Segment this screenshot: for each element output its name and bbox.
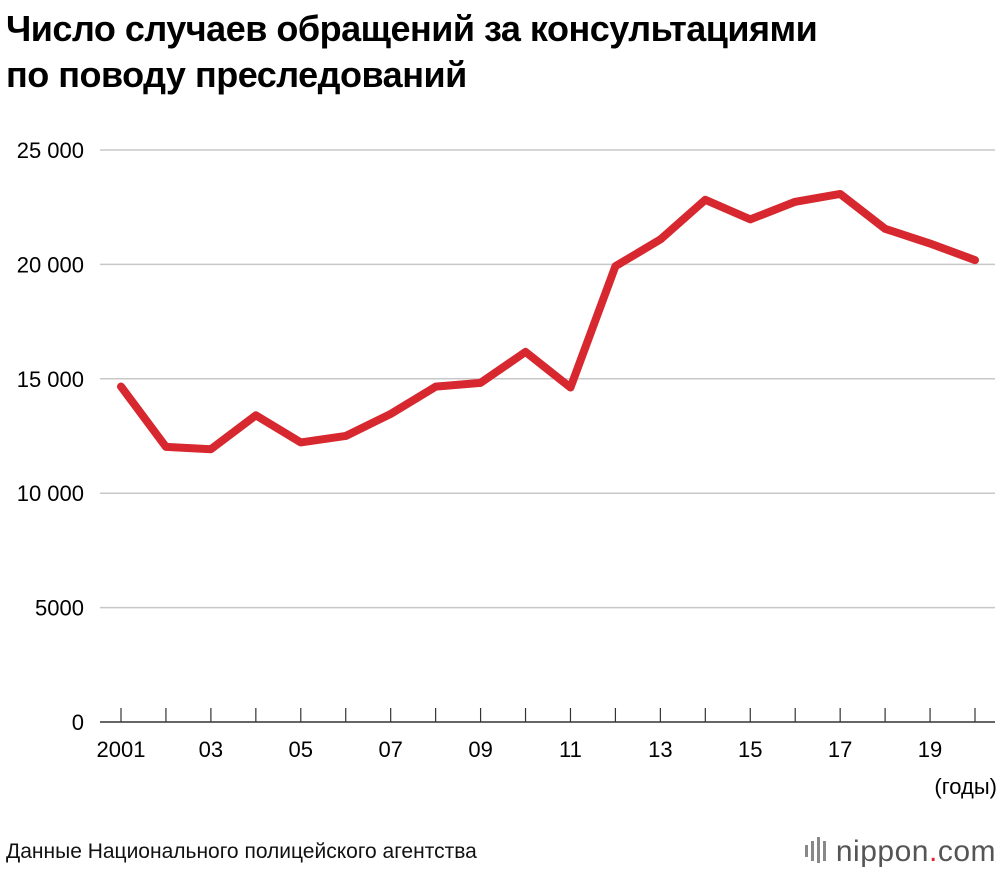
x-tick-label: 15 [738, 737, 762, 762]
series-line [117, 189, 979, 454]
logo-name: nippon [835, 835, 929, 868]
x-tick-label: 19 [918, 737, 942, 762]
x-tick-label: 11 [559, 737, 582, 762]
x-tick-label: 13 [648, 737, 672, 762]
y-tick-label: 15 000 [17, 367, 84, 392]
logo-suffix: com [937, 835, 996, 868]
y-tick-label: 25 000 [17, 138, 84, 163]
chart-title-line-1: Число случаев обращений за консультациям… [6, 8, 818, 49]
y-tick-label: 0 [72, 710, 84, 735]
y-tick-label: 20 000 [17, 252, 84, 277]
source-note: Данные Национального полицейского агентс… [6, 840, 477, 863]
x-axis-label: (годы) [934, 774, 997, 799]
x-tick-label: 2001 [97, 737, 146, 762]
x-tick-label: 07 [378, 737, 402, 762]
x-tick-label: 17 [828, 737, 852, 762]
nippon-bars-icon [804, 837, 826, 863]
nippon-logo: nippon.com [804, 835, 996, 869]
x-tick-label: 09 [468, 737, 492, 762]
chart-title: Число случаев обращений за консультациям… [6, 6, 996, 98]
x-tick-label: 03 [199, 737, 223, 762]
logo-dot: . [928, 835, 938, 868]
y-tick-label: 10 000 [17, 481, 84, 506]
chart-title-line-2: по поводу преследований [6, 54, 467, 95]
x-tick-label: 05 [289, 737, 313, 762]
y-tick-label: 5000 [35, 596, 84, 621]
